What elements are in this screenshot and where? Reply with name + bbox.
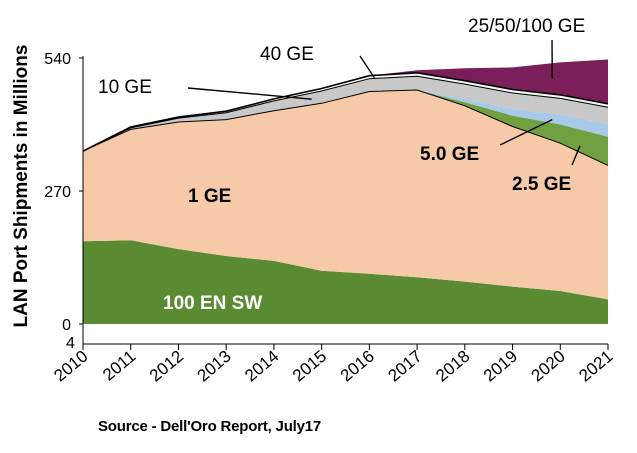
- y-tick-label: 270: [44, 184, 71, 201]
- y-tick-labels: 0 270 540: [44, 51, 71, 334]
- outline-1-ge: [82, 89, 609, 166]
- area-10-ge: [83, 76, 608, 152]
- x-tick-labels: 2010 2011 2012 2013 2014 2015 2016 2017 2018 2019…: [50, 347, 616, 386]
- outline-10-ge: [82, 75, 609, 152]
- leader-40-ge: [359, 55, 375, 79]
- x-tick-label: 2010: [50, 347, 91, 386]
- leader-2-5-ge: [571, 145, 581, 166]
- annotation-40-ge: 40 GE: [260, 44, 314, 65]
- annotation-2-5-ge: 2.5 GE: [512, 174, 571, 195]
- x-tick-label: 2015: [289, 347, 330, 386]
- stray-axis-mark: 4: [66, 335, 75, 352]
- area-2-5-ge: [83, 90, 608, 166]
- leader-10-ge: [187, 87, 312, 100]
- y-axis-label: LAN Port Shipments in Millions: [11, 45, 32, 328]
- x-tick-label: 2011: [99, 347, 139, 385]
- axes: [79, 56, 609, 350]
- leader-5-0-ge: [499, 118, 553, 146]
- y-tick-label: 540: [44, 51, 71, 68]
- area-1-ge: [83, 90, 608, 300]
- x-tick-label: 2016: [337, 347, 378, 386]
- x-tick-label: 2013: [194, 347, 235, 386]
- area-series-group: [82, 59, 609, 324]
- x-tick-label: 2018: [432, 347, 473, 386]
- area-5-0-ge: [83, 90, 608, 152]
- annotation-1-ge: 1 GE: [188, 186, 231, 207]
- annotation-5-0-ge: 5.0 GE: [420, 144, 479, 165]
- area-100-en-sw: [83, 240, 608, 324]
- y-tick-label: 0: [62, 317, 71, 334]
- x-tick-label: 2012: [146, 347, 187, 386]
- x-tick-label: 2020: [528, 347, 569, 386]
- annotation-100-en-sw: 100 EN SW: [163, 293, 262, 314]
- annotation-leader-lines: [187, 39, 581, 166]
- outline-40-ge: [82, 71, 609, 152]
- annotation-10-ge: 10 GE: [98, 77, 152, 98]
- x-tick-label: 2021: [575, 347, 616, 386]
- annotation-25-50-100-ge: 25/50/100 GE: [468, 16, 585, 37]
- x-tick-label: 2014: [241, 347, 282, 386]
- x-tick-label: 2019: [480, 347, 521, 386]
- source-note: Source - Dell'Oro Report, July17: [98, 418, 322, 435]
- x-tick-label: 2017: [384, 347, 425, 386]
